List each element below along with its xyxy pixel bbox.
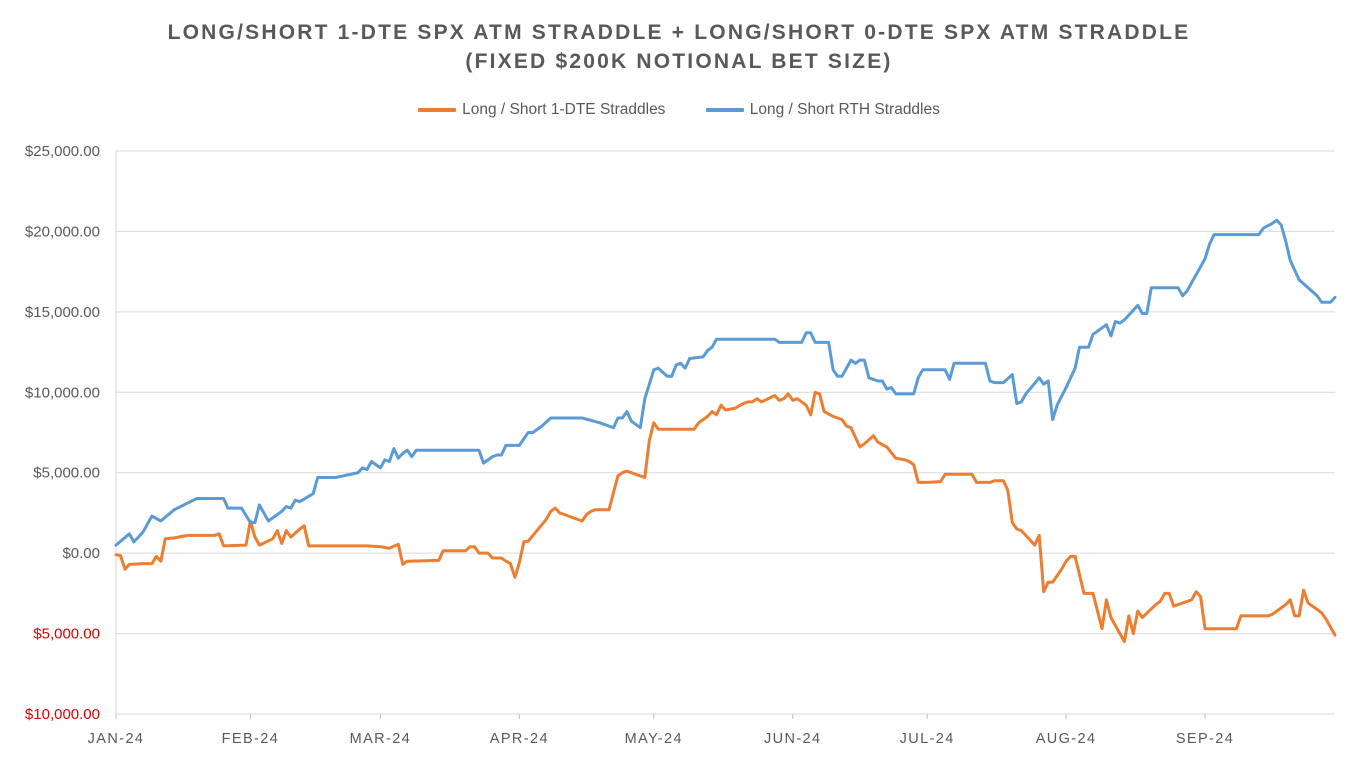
legend-label-rth: Long / Short RTH Straddles <box>749 101 940 118</box>
chart-title: LONG/SHORT 1-DTE SPX ATM STRADDLE + LONG… <box>0 18 1358 76</box>
x-tick-label: JUL-24 <box>900 731 955 747</box>
x-tick-label: SEP-24 <box>1176 731 1234 747</box>
y-tick-label: $0.00 <box>62 545 100 562</box>
x-tick-label: JUN-24 <box>764 731 822 747</box>
chart-title-line2: (FIXED $200K NOTIONAL BET SIZE) <box>465 50 893 73</box>
x-tick-label: MAR-24 <box>350 731 412 747</box>
series-lines <box>114 218 1337 644</box>
series-line-1dte <box>114 390 1337 644</box>
y-tick-label: $15,000.00 <box>25 304 100 321</box>
y-tick-label: $10,000.00 <box>25 384 100 401</box>
legend-swatch-rth <box>705 108 744 112</box>
x-tick-label: FEB-24 <box>222 731 280 747</box>
x-tick-label: MAY-24 <box>625 731 683 747</box>
x-axis-ticks: JAN-24 FEB-24 MAR-24 APR-24 MAY-24 JUN-24 JUL-… <box>88 714 1234 747</box>
x-tick-label: APR-24 <box>490 731 549 747</box>
y-tick-label: $5,000.00 <box>33 465 100 482</box>
legend-item-1dte: Long / Short 1-DTE Straddles <box>418 101 665 119</box>
series-line-rth <box>114 218 1337 547</box>
gridlines <box>115 150 1335 715</box>
x-tick-label: AUG-24 <box>1036 731 1097 747</box>
y-tick-label: $5,000.00 <box>33 626 100 643</box>
x-tick-label: JAN-24 <box>88 731 145 747</box>
y-axis-ticks: $25,000.00 $20,000.00 $15,000.00 $10,000.00… <box>25 143 100 723</box>
chart-title-line1: LONG/SHORT 1-DTE SPX ATM STRADDLE + LONG… <box>167 21 1191 44</box>
legend-item-rth: Long / Short RTH Straddles <box>705 101 940 119</box>
y-tick-label: $25,000.00 <box>25 143 100 160</box>
y-tick-label: $10,000.00 <box>25 706 100 723</box>
legend-swatch-1dte <box>418 108 457 112</box>
y-tick-label: $20,000.00 <box>25 223 100 240</box>
chart-legend: Long / Short 1-DTE Straddles Long / Shor… <box>0 99 1358 119</box>
legend-label-1dte: Long / Short 1-DTE Straddles <box>462 101 666 118</box>
